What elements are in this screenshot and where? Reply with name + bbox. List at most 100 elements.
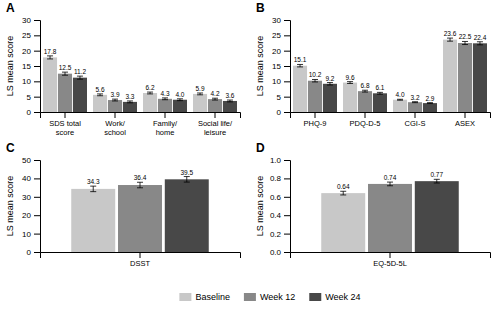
- y-tick: 10: [22, 77, 40, 86]
- x-tick-label: Family/home: [153, 119, 178, 136]
- y-axis-title: LS mean score: [5, 36, 15, 97]
- y-tick-mark: [34, 35, 40, 36]
- bar: [165, 179, 209, 252]
- bar: [73, 78, 87, 112]
- y-tick-mark: [284, 215, 290, 216]
- error-bar-cap: [197, 94, 203, 95]
- y-tick-mark: [284, 197, 290, 198]
- error-bar-cap: [397, 99, 403, 100]
- legend-item: Week 24: [309, 292, 360, 302]
- error-bar-cap: [212, 100, 218, 101]
- error-bar: [162, 98, 168, 100]
- bar: [415, 181, 459, 252]
- data-label: 9.6: [346, 74, 355, 81]
- x-tick-mark: [365, 112, 366, 118]
- x-tick-label-line: CGI-S: [405, 119, 426, 128]
- error-bar-cap: [347, 83, 353, 84]
- error-bar: [90, 186, 96, 192]
- error-bar: [362, 90, 368, 92]
- y-tick-mark: [284, 112, 290, 113]
- error-bar-stem: [465, 41, 466, 44]
- panel-title: A: [6, 1, 15, 15]
- error-bar-cap: [297, 64, 303, 65]
- x-axis: PHQ-9PDQ-D-5CGI-SASEX: [291, 112, 491, 128]
- error-bar: [477, 42, 483, 45]
- x-tick-label-line: school: [104, 128, 126, 137]
- error-bar-stem: [186, 177, 187, 183]
- x-tick-mark: [165, 112, 166, 118]
- error-bar-cap: [147, 93, 153, 94]
- x-tick-label-line: ASEX: [455, 119, 475, 128]
- y-tick-label: 20: [22, 211, 31, 220]
- data-label: 6.8: [360, 82, 369, 89]
- error-bar: [447, 38, 453, 41]
- error-bar: [77, 76, 83, 79]
- error-bar-stem: [479, 42, 480, 45]
- data-label: 15.1: [294, 56, 307, 63]
- panel-title: B: [256, 1, 265, 15]
- data-label: 3.2: [410, 94, 419, 101]
- panel: 051015202530PHQ-9PDQ-D-5CGI-SASEXLS mean…: [255, 1, 491, 128]
- error-bar-cap: [340, 194, 346, 195]
- y-tick: 0.0: [270, 248, 290, 257]
- error-bar-cap: [147, 92, 153, 93]
- x-tick-mark: [115, 112, 116, 118]
- y-tick-label: 0.0: [270, 248, 282, 257]
- error-bar-cap: [347, 81, 353, 82]
- error-bar: [177, 99, 183, 101]
- bar: [393, 100, 407, 112]
- bars: [71, 177, 209, 252]
- error-bar: [112, 99, 118, 101]
- x-tick-label: Work/school: [104, 119, 126, 136]
- legend-label: Week 12: [260, 292, 295, 302]
- error-bar-cap: [162, 99, 168, 100]
- y-tick-label: 15: [272, 62, 281, 71]
- error-bar: [127, 101, 133, 103]
- error-bar-cap: [127, 100, 133, 101]
- x-tick-mark: [390, 252, 391, 258]
- y-tick-mark: [284, 20, 290, 21]
- data-label: 6.1: [375, 84, 384, 91]
- bar: [368, 184, 412, 252]
- legend-swatch: [244, 293, 256, 301]
- y-tick: 30: [22, 193, 40, 202]
- y-tick-label: 1.0: [270, 156, 282, 165]
- figure: 051015202530SDS totalscoreWork/schoolFam…: [0, 0, 500, 314]
- error-bar: [137, 182, 143, 188]
- error-bar-cap: [312, 79, 318, 80]
- y-tick-mark: [34, 178, 40, 179]
- bar: [458, 43, 472, 112]
- error-bar-cap: [362, 90, 368, 91]
- error-bar: [62, 72, 68, 75]
- y-tick-mark: [284, 252, 290, 253]
- error-bar-cap: [434, 179, 440, 180]
- bar: [321, 193, 365, 252]
- data-label: 0.74: [384, 174, 397, 181]
- legend-label: Week 24: [325, 292, 360, 302]
- y-tick: 25: [272, 31, 290, 40]
- y-axis-line: [34, 161, 41, 253]
- bars: [43, 56, 237, 112]
- data-label: 0.64: [337, 183, 350, 190]
- bar: [71, 189, 115, 252]
- plot: 0.00.20.40.60.81.0EQ-5D-5LLS mean score0…: [255, 156, 491, 268]
- error-bar-cap: [137, 187, 143, 188]
- bar: [223, 101, 237, 112]
- error-bar: [434, 179, 440, 183]
- y-tick: 0.4: [270, 211, 290, 220]
- data-label: 3.9: [110, 91, 119, 98]
- x-tick-mark: [140, 252, 141, 258]
- error-bar: [312, 79, 318, 81]
- error-bar-stem: [65, 72, 66, 75]
- y-tick: 15: [272, 62, 290, 71]
- y-tick-label: 20: [22, 47, 31, 56]
- y-tick: 10: [22, 230, 40, 239]
- error-bar-cap: [162, 97, 168, 98]
- error-bar: [184, 177, 190, 183]
- error-bar-cap: [327, 82, 333, 83]
- error-bar: [387, 182, 393, 186]
- bar: [293, 66, 307, 112]
- error-bar-cap: [90, 191, 96, 192]
- y-tick: 30: [272, 16, 290, 25]
- plot: 051015202530SDS totalscoreWork/schoolFam…: [5, 16, 241, 137]
